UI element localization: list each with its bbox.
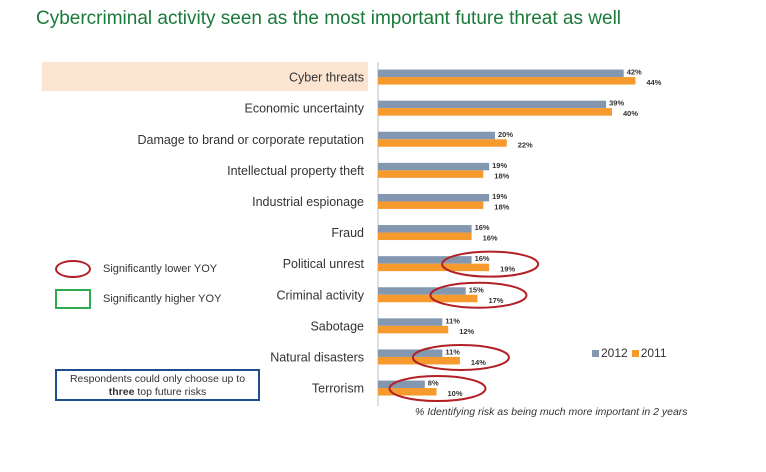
value-label-2011: 19% — [500, 265, 515, 274]
bar-2011 — [378, 77, 636, 85]
chart-legend: 2012 2011 — [592, 346, 667, 360]
legend-swatch-2012 — [592, 349, 599, 357]
value-label-2012: 19% — [492, 192, 507, 201]
note-line1: Respondents could only choose up to — [69, 373, 246, 385]
category-label: Criminal activity — [276, 288, 364, 302]
value-label-2011: 10% — [448, 389, 463, 398]
bar-2012 — [378, 193, 490, 202]
value-label-2012: 15% — [469, 285, 484, 294]
value-label-2012: 16% — [475, 254, 490, 263]
bar-2011 — [378, 201, 484, 209]
bar-2011 — [378, 232, 472, 241]
category-label: Intellectual property theft — [227, 164, 364, 178]
value-label-2012: 8% — [428, 379, 439, 388]
value-label-2011: 22% — [518, 140, 533, 149]
bar-2012 — [378, 380, 425, 389]
value-label-2011: 12% — [459, 327, 474, 336]
legend-label-2012: 2012 — [601, 346, 628, 360]
key-higher-yoy: Significantly higher YOY — [55, 289, 221, 309]
bar-2012 — [378, 131, 495, 140]
page-title: Cybercriminal activity seen as the most … — [36, 8, 622, 29]
value-label-2011: 44% — [646, 78, 661, 87]
category-label: Damage to brand or corporate reputation — [137, 133, 364, 147]
value-label-2012: 39% — [609, 99, 624, 108]
highlight-band — [42, 62, 368, 92]
bar-2011 — [378, 108, 612, 116]
category-label: Natural disasters — [270, 350, 364, 364]
bar-2012 — [378, 69, 624, 78]
value-label-2011: 18% — [494, 171, 509, 180]
note-rest: top future risks — [134, 386, 207, 398]
green-rectangle-icon — [55, 289, 91, 309]
bar-2012 — [378, 318, 443, 326]
red-oval-icon — [55, 260, 91, 278]
bar-2011 — [378, 170, 484, 178]
value-label-2011: 40% — [623, 109, 638, 118]
respondents-note: Respondents could only choose up to thre… — [55, 369, 260, 401]
key-lower-label: Significantly lower YOY — [103, 263, 218, 275]
bar-2012 — [378, 100, 607, 109]
bar-2011 — [378, 263, 490, 272]
value-label-2011: 16% — [483, 234, 498, 243]
bar-2011 — [378, 356, 460, 365]
significantly-lower-oval — [388, 375, 487, 403]
bar-2012 — [378, 287, 466, 295]
note-bold: three — [108, 386, 135, 398]
category-label: Political unrest — [283, 257, 365, 271]
value-label-2012: 42% — [627, 68, 642, 77]
bar-2011 — [378, 325, 449, 334]
value-label-2012: 20% — [498, 130, 513, 139]
value-label-2012: 11% — [445, 316, 460, 325]
value-label-2012: 19% — [492, 161, 507, 170]
bar-2011 — [378, 294, 478, 303]
bar-2012 — [378, 225, 472, 233]
value-label-2011: 18% — [494, 202, 509, 211]
value-label-2012: 16% — [475, 223, 490, 232]
bar-2012 — [378, 256, 472, 264]
chart-footnote: % Identifying risk as being much more im… — [415, 406, 688, 418]
bar-2011 — [378, 388, 437, 396]
significantly-lower-oval — [411, 343, 510, 371]
key-higher-label: Significantly higher YOY — [103, 293, 222, 305]
category-label: Industrial espionage — [252, 195, 364, 209]
category-label: Terrorism — [312, 382, 364, 396]
key-lower-yoy: Significantly lower YOY — [55, 260, 217, 278]
bar-2012 — [378, 162, 490, 171]
bar-2011 — [378, 139, 507, 147]
category-label: Sabotage — [310, 319, 364, 333]
category-label: Economic uncertainty — [244, 102, 364, 116]
category-label: Cyber threats — [289, 71, 364, 85]
significantly-lower-oval — [429, 281, 528, 309]
legend-swatch-2011 — [631, 349, 639, 357]
legend-label-2011: 2011 — [640, 346, 667, 360]
category-label: Fraud — [331, 226, 364, 240]
value-label-2012: 11% — [445, 347, 460, 356]
bar-2012 — [378, 349, 443, 357]
value-label-2011: 17% — [488, 296, 503, 305]
significantly-lower-oval — [441, 250, 540, 278]
value-label-2011: 14% — [471, 358, 486, 367]
